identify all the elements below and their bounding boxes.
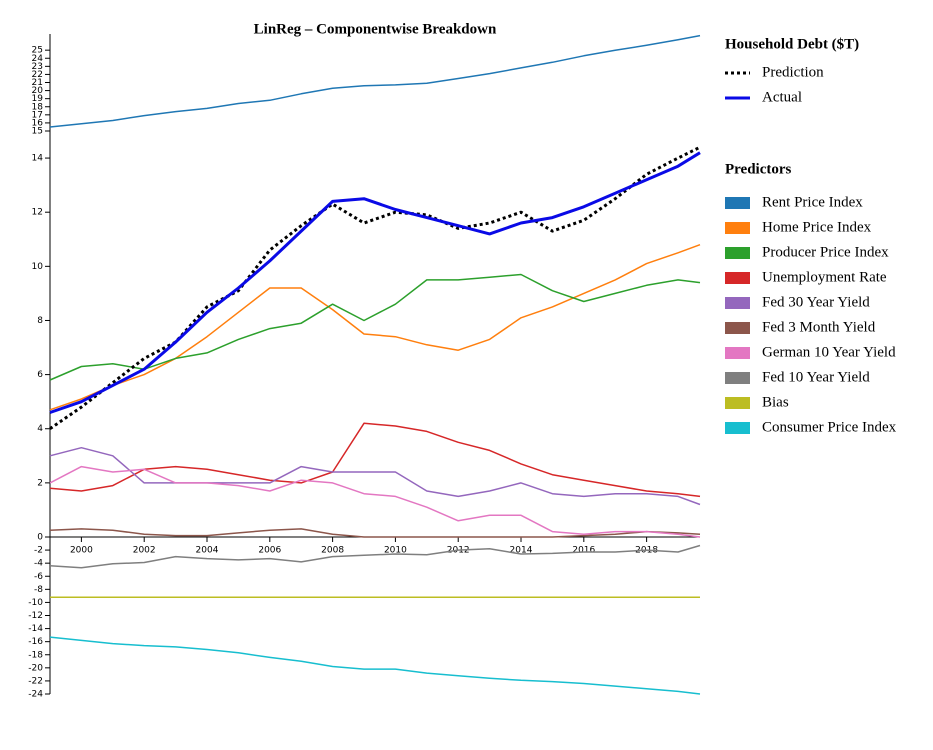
- legend-symbol: [725, 247, 750, 259]
- y-tick-label: 22: [32, 70, 43, 80]
- y-tick-label: -22: [28, 676, 43, 686]
- y-tick-label: 20: [32, 86, 44, 96]
- y-tick-label: 18: [32, 102, 44, 112]
- y-tick-label: 24: [32, 54, 44, 64]
- y-tick-label: -16: [28, 637, 43, 647]
- x-tick-label: 2016: [572, 546, 595, 556]
- y-tick-label: -6: [34, 572, 43, 582]
- x-tick-label: 2002: [133, 546, 156, 556]
- y-tick-label: 0: [37, 533, 43, 543]
- x-tick-label: 2008: [321, 546, 344, 556]
- y-tick-label: -24: [28, 690, 43, 700]
- x-tick-label: 2010: [384, 546, 407, 556]
- legend-symbol: [725, 347, 750, 359]
- series-line: [49, 243, 701, 411]
- legend-title: Predictors: [725, 161, 792, 177]
- legend-label: Bias: [762, 394, 789, 410]
- y-tick-label: -10: [28, 598, 43, 608]
- legend-symbol: [725, 322, 750, 334]
- y-tick-label: 15: [32, 127, 43, 137]
- legend-symbol: [725, 197, 750, 209]
- y-tick-label: -2: [34, 546, 43, 556]
- y-tick-label: 12: [32, 208, 43, 218]
- y-tick-label: 21: [32, 78, 43, 88]
- legend-label: Rent Price Index: [762, 194, 863, 210]
- legend-symbol: [725, 397, 750, 409]
- y-tick-label: 25: [32, 46, 43, 56]
- y-tick-label: -12: [28, 611, 43, 621]
- y-tick-label: 23: [32, 62, 43, 72]
- legend-label: German 10 Year Yield: [762, 344, 896, 360]
- series-line: [49, 273, 701, 381]
- chart-title: LinReg – Componentwise Breakdown: [254, 21, 497, 37]
- y-tick-label: 10: [32, 262, 44, 272]
- y-tick-label: 19: [32, 94, 44, 104]
- series-line: [49, 528, 701, 538]
- legend-title: Household Debt ($T): [725, 36, 859, 52]
- y-tick-label: -8: [34, 585, 43, 595]
- legend-label: Fed 10 Year Yield: [762, 369, 870, 385]
- series-line: [49, 636, 701, 695]
- y-tick-label: -20: [28, 663, 43, 673]
- legend-label: Fed 30 Year Yield: [762, 294, 870, 310]
- x-tick-label: 2014: [510, 546, 533, 556]
- series-line: [49, 422, 701, 498]
- x-tick-label: 2000: [70, 546, 93, 556]
- y-tick-label: 16: [32, 118, 44, 128]
- series-line: [49, 145, 701, 430]
- legend-label: Home Price Index: [762, 219, 872, 235]
- y-tick-label: 2: [37, 478, 43, 488]
- legend-symbol: [725, 272, 750, 284]
- legend-label: Prediction: [762, 64, 824, 80]
- legend-symbol: [725, 222, 750, 234]
- legend-symbol: [725, 422, 750, 434]
- series-line: [49, 34, 701, 128]
- legend-symbol: [725, 297, 750, 309]
- y-tick-label: 6: [37, 370, 43, 380]
- y-tick-label: 17: [32, 110, 43, 120]
- series-line: [49, 544, 701, 569]
- series-line: [49, 465, 701, 538]
- legend-label: Unemployment Rate: [762, 269, 887, 285]
- x-tick-label: 2006: [258, 546, 281, 556]
- y-tick-label: -4: [34, 559, 43, 569]
- x-tick-label: 2004: [196, 546, 219, 556]
- y-tick-label: -18: [28, 650, 43, 660]
- y-tick-label: 14: [32, 154, 44, 164]
- legend-label: Fed 3 Month Yield: [762, 319, 876, 335]
- legend-label: Consumer Price Index: [762, 419, 897, 435]
- y-tick-label: -14: [28, 624, 43, 634]
- legend-label: Actual: [762, 89, 802, 105]
- legend-label: Producer Price Index: [762, 244, 889, 260]
- y-tick-label: 4: [37, 424, 43, 434]
- y-tick-label: 8: [37, 316, 43, 326]
- series-line: [49, 446, 701, 506]
- series-line: [49, 151, 701, 414]
- legend-symbol: [725, 372, 750, 384]
